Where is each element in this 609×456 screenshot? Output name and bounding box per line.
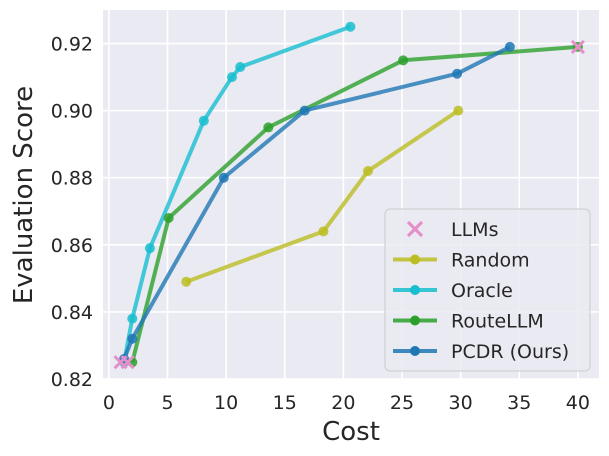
legend-point bbox=[410, 285, 420, 295]
x-tick-label: 25 bbox=[390, 392, 414, 414]
legend-point bbox=[410, 315, 420, 326]
point-pcdr-ours bbox=[299, 105, 310, 116]
legend-label: LLMs bbox=[451, 219, 498, 241]
point-pcdr-ours bbox=[218, 172, 229, 183]
llm-markers bbox=[113, 39, 585, 370]
x-tick-label: 5 bbox=[161, 392, 173, 414]
series-layer bbox=[119, 21, 583, 368]
y-tick-label: 0.92 bbox=[51, 34, 93, 56]
y-tick-label: 0.84 bbox=[51, 302, 93, 324]
legend-point bbox=[410, 254, 420, 265]
x-tick-label: 0 bbox=[103, 392, 115, 414]
y-tick-labels: 0.82 0.84 0.86 0.88 0.90 0.92 bbox=[51, 34, 93, 391]
legend-label: Oracle bbox=[451, 280, 513, 302]
point-random bbox=[181, 276, 192, 287]
point-oracle bbox=[144, 243, 155, 254]
point-random bbox=[363, 166, 374, 177]
y-axis-label: Evaluation Score bbox=[9, 86, 39, 304]
x-tick-labels: 0 5 10 15 20 25 30 35 40 bbox=[103, 392, 590, 414]
point-oracle bbox=[198, 115, 209, 126]
point-oracle bbox=[226, 72, 237, 83]
legend-box bbox=[384, 208, 591, 372]
legend: LLMs Random Oracle RouteLLM PCDR (Ours) bbox=[384, 208, 591, 372]
point-random bbox=[453, 105, 464, 116]
y-tick-label: 0.88 bbox=[51, 168, 93, 190]
point-routellm bbox=[398, 55, 409, 66]
point-routellm bbox=[163, 212, 174, 223]
x-tick-label: 15 bbox=[273, 392, 297, 414]
x-tick-label: 20 bbox=[331, 392, 355, 414]
point-pcdr-ours bbox=[504, 41, 515, 52]
legend-label: PCDR (Ours) bbox=[451, 341, 569, 363]
llm-marker-stroke bbox=[120, 355, 135, 370]
point-oracle bbox=[235, 62, 246, 73]
point-random bbox=[318, 226, 329, 237]
x-tick-label: 10 bbox=[214, 392, 238, 414]
llm-marker bbox=[120, 355, 135, 370]
legend-label: Random bbox=[451, 250, 530, 272]
llm-marker bbox=[570, 39, 585, 54]
x-axis-label: Cost bbox=[322, 417, 380, 447]
x-tick-label: 40 bbox=[566, 392, 590, 414]
legend-marker-llms bbox=[406, 220, 424, 238]
point-oracle bbox=[345, 21, 356, 32]
llm-marker-stroke bbox=[570, 39, 585, 54]
legend-label: RouteLLM bbox=[451, 311, 544, 333]
point-oracle bbox=[127, 313, 138, 324]
y-tick-label: 0.82 bbox=[51, 369, 93, 391]
legend-point bbox=[410, 346, 420, 356]
x-tick-label: 30 bbox=[449, 392, 473, 414]
series-line-random bbox=[185, 108, 460, 284]
point-routellm bbox=[263, 122, 274, 133]
y-tick-label: 0.86 bbox=[51, 235, 93, 257]
x-tick-label: 35 bbox=[507, 392, 531, 414]
point-pcdr-ours bbox=[127, 333, 138, 344]
point-pcdr-ours bbox=[452, 68, 463, 79]
y-tick-label: 0.90 bbox=[51, 101, 93, 123]
